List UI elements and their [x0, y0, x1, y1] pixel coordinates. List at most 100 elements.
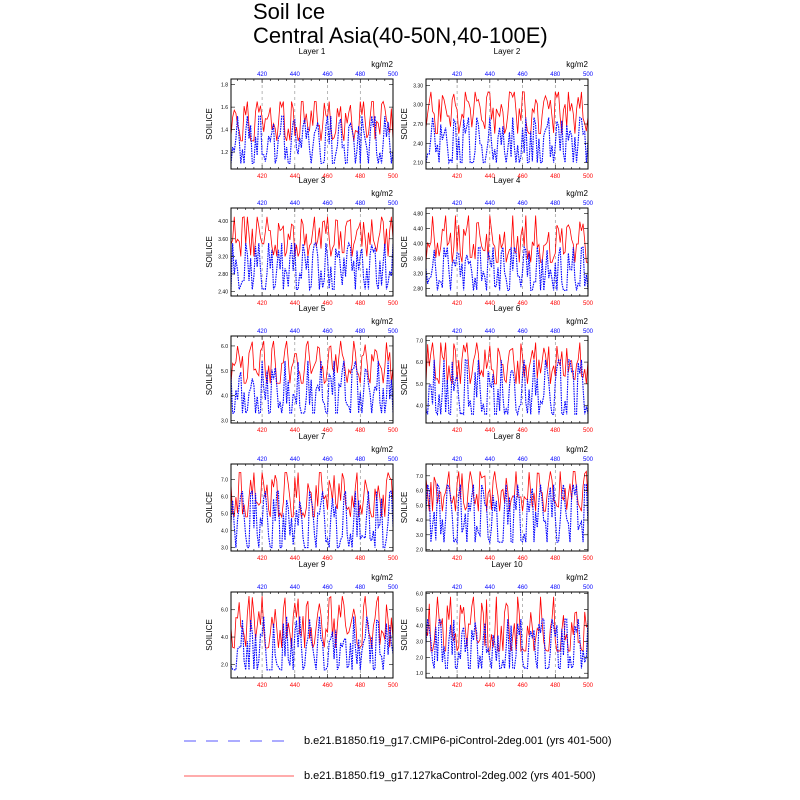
x-tick-label-bottom: 420 — [452, 301, 463, 307]
y-tick-label: 1.6 — [221, 105, 228, 111]
y-tick-label: 4.40 — [413, 227, 423, 233]
x-tick-label-top: 420 — [257, 201, 268, 207]
y-tick-label: 3.30 — [413, 83, 423, 89]
plot-frame — [425, 591, 589, 679]
x-tick-label-top: 500 — [583, 457, 594, 463]
y-axis-label: SOILICE — [205, 492, 214, 524]
panel-title: Layer 7 — [299, 432, 326, 441]
panel-title: Layer 4 — [494, 176, 521, 185]
x-tick-label-top: 500 — [388, 457, 399, 463]
x-tick-label-top: 440 — [485, 585, 496, 591]
y-tick-label: 4.0 — [416, 518, 423, 524]
y-tick-label: 6.0 — [221, 494, 228, 500]
y-tick-label: 1.0 — [416, 671, 423, 677]
x-tick-label-bottom: 460 — [518, 683, 529, 689]
x-tick-label-top: 440 — [485, 201, 496, 207]
y-tick-label: 4.0 — [416, 404, 423, 410]
series-picontrol-line — [425, 482, 589, 545]
x-tick-label-top: 460 — [518, 585, 529, 591]
x-tick-label-top: 440 — [290, 329, 301, 335]
panel-layer-5: 420 420 440 440 460 460 480 480 500 500 3.0 4.0 5.0 6… — [205, 304, 399, 434]
series-picontrol-line — [425, 116, 589, 165]
x-tick-label-bottom: 480 — [355, 556, 366, 562]
x-tick-label-top: 420 — [452, 329, 463, 335]
x-tick-label-top: 500 — [583, 585, 594, 591]
x-tick-label-bottom: 460 — [518, 174, 529, 180]
x-tick-label-bottom: 480 — [550, 428, 561, 434]
x-tick-label-bottom: 500 — [583, 301, 594, 307]
x-tick-label-top: 480 — [355, 457, 366, 463]
x-tick-label-top: 440 — [290, 201, 301, 207]
y-tick-label: 2.0 — [221, 662, 228, 668]
y-tick-label: 3.60 — [413, 257, 423, 263]
plot-frame — [425, 463, 589, 552]
x-tick-label-top: 480 — [550, 585, 561, 591]
y-tick-label: 3.20 — [218, 254, 228, 260]
y-tick-label: 5.0 — [416, 382, 423, 388]
y-tick-label: 4.00 — [413, 242, 423, 248]
plot-frame — [425, 335, 589, 424]
y-tick-label: 6.0 — [416, 489, 423, 495]
series-picontrol-line — [230, 241, 394, 292]
plot-frame — [425, 207, 589, 297]
x-tick-label-top: 480 — [550, 457, 561, 463]
series-picontrol-line — [425, 617, 589, 670]
y-tick-label: 5.0 — [221, 511, 228, 517]
units-label: kg/m2 — [566, 60, 588, 69]
panel-layer-3: 420 420 440 440 460 460 480 480 500 500 2.40 2.80 3.… — [205, 176, 399, 307]
x-tick-label-bottom: 440 — [290, 301, 301, 307]
x-tick-label-bottom: 420 — [257, 556, 268, 562]
figure-title: Soil Ice Central Asia(40-50N,40-100E) — [253, 0, 548, 48]
x-tick-label-top: 460 — [518, 201, 529, 207]
panel-title: Layer 6 — [494, 304, 521, 313]
y-tick-label: 4.0 — [221, 529, 228, 535]
series-picontrol-line — [230, 616, 394, 671]
x-tick-label-top: 480 — [550, 72, 561, 78]
y-tick-label: 2.0 — [416, 655, 423, 661]
x-tick-label-bottom: 440 — [485, 301, 496, 307]
x-tick-label-bottom: 500 — [388, 683, 399, 689]
x-tick-label-bottom: 480 — [355, 428, 366, 434]
panel-layer-9: 420 420 440 440 460 460 480 480 500 500 2.0 4.0 6.0 L… — [205, 560, 399, 689]
plot-frame — [230, 591, 394, 679]
series-picontrol-line — [230, 490, 394, 549]
y-tick-label: 4.0 — [221, 394, 228, 400]
y-axis-label: SOILICE — [205, 108, 214, 140]
series-127ka-line — [230, 340, 394, 385]
x-tick-label-bottom: 440 — [485, 683, 496, 689]
panel-layer-7: 420 420 440 440 460 460 480 480 500 500 3.0 4.0 5.0 6… — [205, 432, 399, 562]
y-tick-label: 6.0 — [416, 592, 423, 598]
x-tick-label-top: 500 — [388, 329, 399, 335]
x-tick-label-bottom: 440 — [290, 556, 301, 562]
x-tick-label-top: 460 — [323, 201, 334, 207]
x-tick-label-bottom: 440 — [290, 174, 301, 180]
y-tick-label: 7.0 — [221, 477, 228, 483]
units-label: kg/m2 — [371, 445, 393, 454]
x-tick-label-bottom: 500 — [583, 428, 594, 434]
y-tick-label: 5.0 — [416, 503, 423, 509]
units-label: kg/m2 — [371, 189, 393, 198]
y-tick-label: 6.0 — [221, 608, 228, 614]
x-tick-label-bottom: 440 — [485, 428, 496, 434]
x-tick-label-top: 460 — [518, 329, 529, 335]
x-tick-label-bottom: 480 — [355, 683, 366, 689]
panel-title: Layer 1 — [299, 47, 326, 56]
y-tick-label: 3.20 — [413, 272, 423, 278]
x-tick-label-top: 440 — [290, 585, 301, 591]
plot-frame — [230, 78, 394, 170]
y-tick-label: 1.8 — [221, 83, 228, 89]
series-picontrol-line — [230, 115, 394, 165]
x-tick-label-top: 480 — [355, 201, 366, 207]
series-127ka-line — [425, 215, 588, 263]
y-tick-label: 7.0 — [416, 474, 423, 480]
x-tick-label-top: 420 — [257, 72, 268, 78]
x-tick-label-bottom: 460 — [323, 556, 334, 562]
y-axis-label: SOILICE — [205, 236, 214, 268]
x-tick-label-top: 460 — [518, 457, 529, 463]
panel-layer-2: 420 420 440 440 460 460 480 480 500 500 2.10 2.40 2.… — [400, 47, 594, 180]
x-tick-label-top: 460 — [323, 329, 334, 335]
x-tick-label-top: 480 — [355, 585, 366, 591]
plot-frame — [230, 335, 394, 424]
x-tick-label-bottom: 460 — [323, 428, 334, 434]
